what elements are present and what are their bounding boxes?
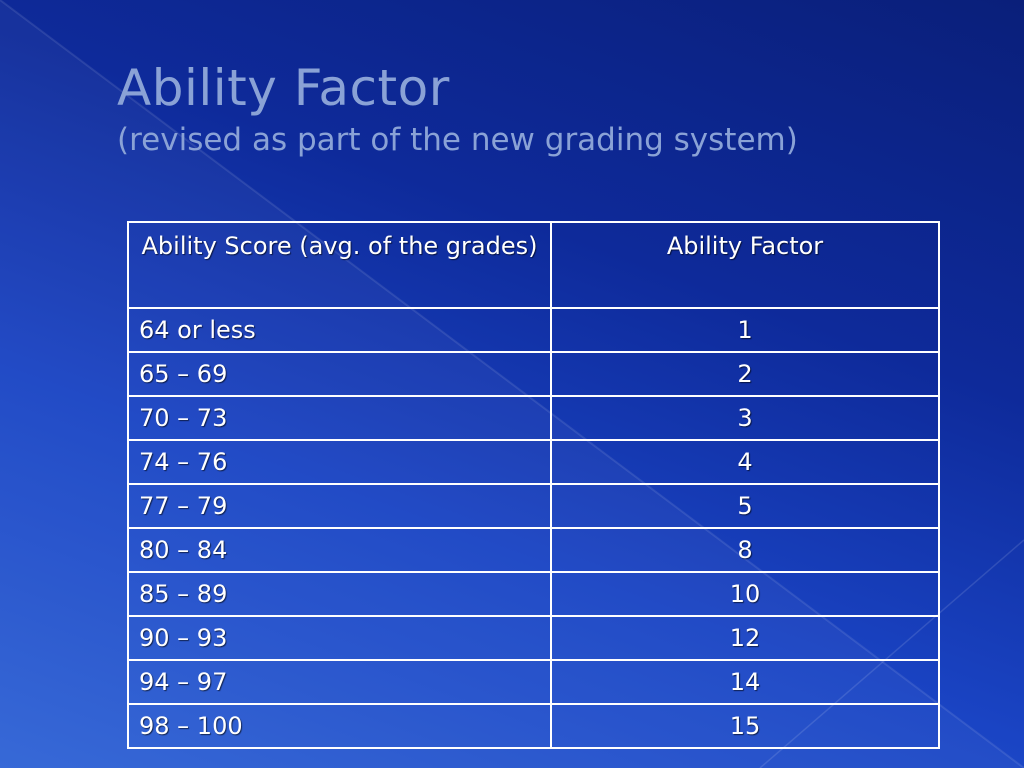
factor-cell: 3 xyxy=(550,395,940,441)
factor-cell: 8 xyxy=(550,527,940,573)
table-row: 77 – 79 5 xyxy=(127,483,940,529)
table-row: 74 – 76 4 xyxy=(127,439,940,485)
score-cell: 65 – 69 xyxy=(127,351,552,397)
table-row: 90 – 93 12 xyxy=(127,615,940,661)
factor-cell: 5 xyxy=(550,483,940,529)
factor-cell: 12 xyxy=(550,615,940,661)
ability-factor-table: Ability Score (avg. of the grades) Abili… xyxy=(127,221,940,749)
score-cell: 98 – 100 xyxy=(127,703,552,749)
header-ability-score: Ability Score (avg. of the grades) xyxy=(127,221,552,309)
score-cell: 77 – 79 xyxy=(127,483,552,529)
table-row: 80 – 84 8 xyxy=(127,527,940,573)
table-header-row: Ability Score (avg. of the grades) Abili… xyxy=(127,221,940,309)
factor-cell: 2 xyxy=(550,351,940,397)
factor-cell: 10 xyxy=(550,571,940,617)
title-block: Ability Factor (revised as part of the n… xyxy=(117,58,977,158)
score-cell: 74 – 76 xyxy=(127,439,552,485)
factor-cell: 14 xyxy=(550,659,940,705)
score-cell: 70 – 73 xyxy=(127,395,552,441)
factor-cell: 1 xyxy=(550,307,940,353)
header-ability-factor: Ability Factor xyxy=(550,221,940,309)
slide-title: Ability Factor xyxy=(117,59,450,117)
table-row: 85 – 89 10 xyxy=(127,571,940,617)
factor-cell: 15 xyxy=(550,703,940,749)
score-cell: 90 – 93 xyxy=(127,615,552,661)
table-row: 65 – 69 2 xyxy=(127,351,940,397)
slide-subtitle: (revised as part of the new grading syst… xyxy=(117,122,798,158)
table-row: 64 or less 1 xyxy=(127,307,940,353)
table-row: 70 – 73 3 xyxy=(127,395,940,441)
score-cell: 85 – 89 xyxy=(127,571,552,617)
score-cell: 80 – 84 xyxy=(127,527,552,573)
table-row: 98 – 100 15 xyxy=(127,703,940,749)
score-cell: 64 or less xyxy=(127,307,552,353)
score-cell: 94 – 97 xyxy=(127,659,552,705)
factor-cell: 4 xyxy=(550,439,940,485)
table-row: 94 – 97 14 xyxy=(127,659,940,705)
